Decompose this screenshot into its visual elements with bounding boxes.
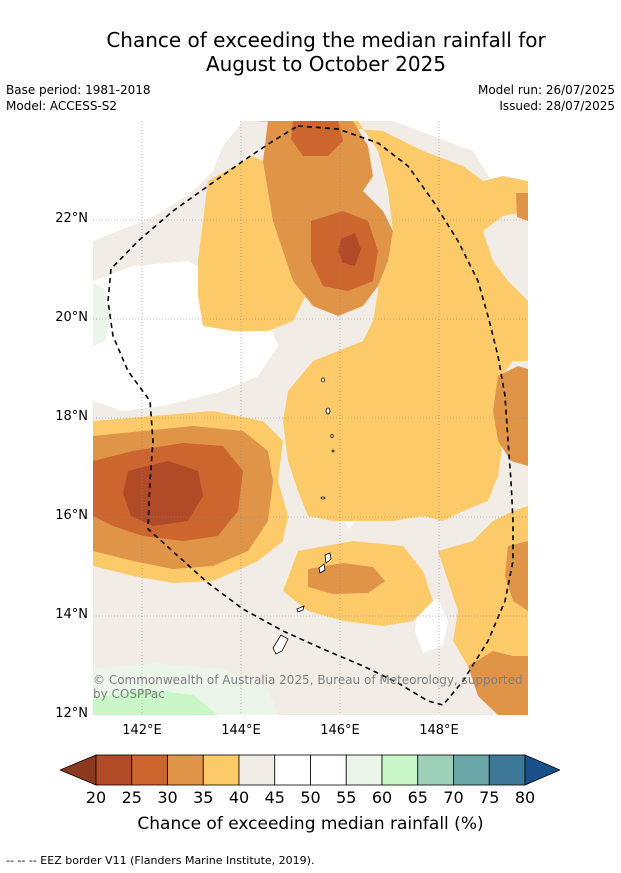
- colorbar-tick-label: 60: [371, 788, 393, 807]
- colorbar-ticks: 20 25 30 35 40 45 50 55 60 65 70 75 80: [0, 788, 621, 808]
- model-name: Model: ACCESS-S2: [6, 99, 118, 113]
- colorbar-cell: [167, 754, 204, 786]
- title-line-2: August to October 2025: [205, 52, 447, 76]
- colorbar-cell: [202, 754, 240, 786]
- colorbar-tick-label: 45: [264, 788, 285, 807]
- yellow-region-southeast: [438, 506, 528, 696]
- dark-orange-region-north-a: [291, 121, 343, 156]
- lon-label-142: 142°E: [122, 723, 162, 738]
- map-title: Chance of exceeding the median rainfall …: [0, 28, 621, 76]
- meta-left: Base period: 1981-2018 Model: ACCESS-S2: [6, 82, 151, 114]
- colorbar-tick-label: 70: [443, 788, 464, 807]
- colorbar-tick-label: 30: [157, 788, 178, 807]
- colorbar-low-arrow: [60, 754, 97, 786]
- orange-region-south: [308, 563, 385, 594]
- white-region-south: [415, 599, 448, 653]
- lon-label-144: 144°E: [221, 723, 261, 738]
- colorbar-tick-label: 50: [300, 788, 321, 807]
- lat-label-14: 14°N: [55, 607, 88, 622]
- colorbar-tick-label: 65: [407, 788, 428, 807]
- eez-legend-note: -- -- -- EEZ border V11 (Flanders Marine…: [6, 854, 315, 867]
- colorbar-high-arrow: [524, 754, 560, 786]
- white-region-west: [93, 261, 278, 411]
- orange-region-east: [493, 366, 528, 466]
- gridlines: [93, 121, 528, 715]
- orange-region-east-2: [505, 541, 528, 611]
- colorbar-cell: [274, 754, 311, 786]
- colorbar-cell: [95, 754, 133, 786]
- light-green-west: [93, 283, 111, 346]
- yellow-region-north: [253, 121, 528, 521]
- orange-region-northeast: [516, 193, 528, 221]
- white-region-northwest: [93, 121, 243, 241]
- model-run: Model run: 26/07/2025: [477, 83, 615, 97]
- colorbar-cell: [345, 754, 383, 786]
- colorbar-cell: [310, 754, 347, 786]
- map-area: [93, 121, 528, 715]
- eez-border: [107, 125, 514, 706]
- colorbar-tick-label: 40: [228, 788, 250, 807]
- lon-label-146: 146°E: [320, 723, 360, 738]
- colorbar-cell: [453, 754, 490, 786]
- base-period: Base period: 1981-2018: [6, 83, 151, 97]
- colorbar-cells: [95, 754, 526, 786]
- colorbar-cell: [381, 754, 419, 786]
- brown-region-west: [123, 461, 203, 526]
- colorbar-tick-label: 55: [336, 788, 357, 807]
- colorbar: [60, 754, 560, 786]
- colorbar-cell: [238, 754, 276, 786]
- lat-label-22: 22°N: [55, 211, 88, 226]
- colorbar-cell: [131, 754, 168, 786]
- brown-region-north: [338, 233, 361, 266]
- lat-label-12: 12°N: [55, 706, 88, 721]
- orange-region-southeast: [468, 651, 528, 715]
- colorbar-tick-label: 35: [193, 788, 214, 807]
- colorbar-tick-label: 75: [479, 788, 500, 807]
- lat-label-20: 20°N: [55, 310, 88, 325]
- colorbar-tick-label: 20: [85, 788, 107, 807]
- colorbar-tick-label: 80: [514, 788, 536, 807]
- green-southwest: [93, 689, 218, 715]
- meta-right: Model run: 26/07/2025 Issued: 28/07/2025: [478, 82, 615, 114]
- colorbar-label: Chance of exceeding median rainfall (%): [137, 814, 484, 834]
- colorbar-tick-label: 25: [121, 788, 142, 807]
- colorbar-cell: [488, 754, 526, 786]
- colorbar-cell: [417, 754, 454, 786]
- lat-label-18: 18°N: [55, 409, 88, 424]
- title-line-1: Chance of exceeding the median rainfall …: [106, 28, 546, 52]
- lat-label-16: 16°N: [55, 508, 88, 523]
- islands: [272, 377, 335, 655]
- copyright-notice: © Commonwealth of Australia 2025, Bureau…: [93, 673, 523, 701]
- lon-label-148: 148°E: [419, 723, 459, 738]
- issued-date: Issued: 28/07/2025: [499, 99, 615, 113]
- rainfall-map: [93, 121, 528, 715]
